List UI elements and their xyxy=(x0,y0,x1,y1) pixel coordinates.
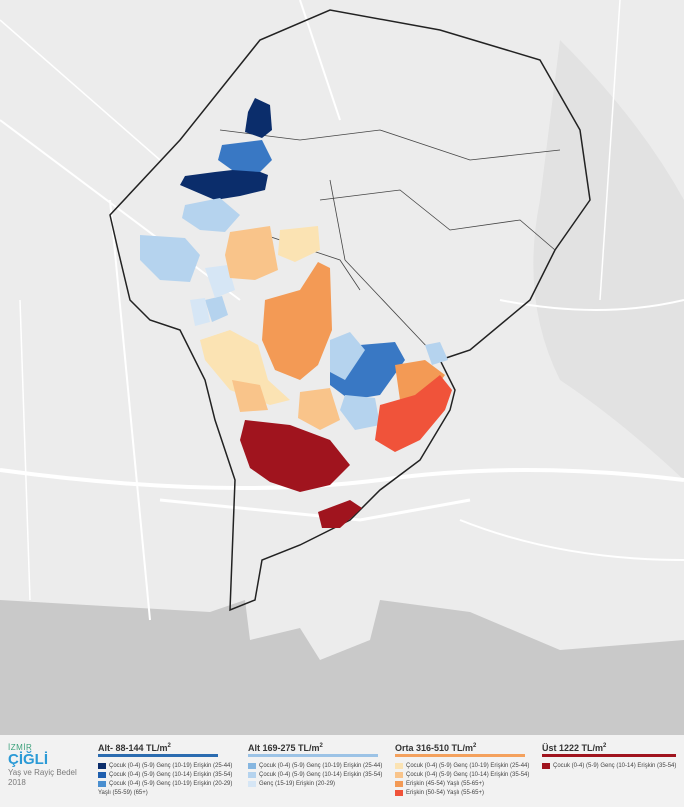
legend-text: Çocuk (0-4) (5-9) Genç (10-19) Erişkin (… xyxy=(406,762,530,769)
legend-bar xyxy=(248,754,378,757)
legend-item: Çocuk (0-4) (5-9) Genç (10-19) Erişkin (… xyxy=(248,761,382,770)
legend-bar xyxy=(395,754,525,757)
legend-text: Çocuk (0-4) (5-9) Genç (10-14) Erişkin (… xyxy=(553,762,677,769)
legend-item: Erişkin (45-54) Yaşlı (55-65+) xyxy=(395,779,525,788)
legend-title-sup: 2 xyxy=(603,743,607,749)
legend-swatch xyxy=(98,762,106,769)
legend-bar xyxy=(98,754,218,757)
legend-text: Çocuk (0-4) (5-9) Genç (10-19) Erişkin (… xyxy=(109,762,233,769)
legend-title-sup: 2 xyxy=(167,743,171,749)
legend-title: Alt- 88-144 TL/m xyxy=(98,743,168,753)
brand-year: 2018 xyxy=(8,778,26,787)
legend-title: Orta 316-510 TL/m xyxy=(395,743,474,753)
legend-item: Çocuk (0-4) (5-9) Genç (10-14) Erişkin (… xyxy=(248,770,382,779)
legend-swatch xyxy=(248,780,256,787)
legend-title-sup: 2 xyxy=(473,743,477,749)
legend-swatch xyxy=(248,762,256,769)
legend-swatch xyxy=(395,789,403,796)
legend-group-alt-169-275: Alt 169-275 TL/m2 Çocuk (0-4) (5-9) Genç… xyxy=(248,743,382,788)
legend-group-ust-1222: Üst 1222 TL/m2 Çocuk (0-4) (5-9) Genç (1… xyxy=(542,743,676,770)
legend-item: Yaşlı (55-59) (65+) xyxy=(98,788,218,797)
district-boundary xyxy=(109,9,591,612)
map-legend: İZMİR ÇİĞLİ Yaş ve Rayiç Bedel 2018 Alt-… xyxy=(0,735,684,807)
legend-text: Erişkin (45-54) Yaşlı (55-65+) xyxy=(406,780,484,787)
brand-subtitle: Yaş ve Rayiç Bedel xyxy=(8,768,77,777)
legend-swatch xyxy=(395,780,403,787)
zone-alt-169-275[interactable] xyxy=(140,198,448,430)
legend-item: Genç (15-19) Erişkin (20-29) xyxy=(248,779,378,788)
zone-alt-88-144-dark[interactable] xyxy=(180,98,272,200)
legend-group-orta-316-510: Orta 316-510 TL/m2 Çocuk (0-4) (5-9) Gen… xyxy=(395,743,529,797)
zone-orta-316-510-pale[interactable] xyxy=(200,226,320,405)
legend-text: Yaşlı (55-59) (65+) xyxy=(98,789,148,796)
zone-orta-316-510-light[interactable] xyxy=(225,226,340,430)
legend-text: Genç (15-19) Erişkin (20-29) xyxy=(259,780,336,787)
legend-item: Çocuk (0-4) (5-9) Genç (10-19) Erişkin (… xyxy=(98,779,232,788)
sea xyxy=(0,600,684,735)
legend-item: Çocuk (0-4) (5-9) Genç (10-14) Erişkin (… xyxy=(395,770,529,779)
legend-swatch xyxy=(248,771,256,778)
zone-ust-1222[interactable] xyxy=(240,420,362,528)
legend-bar xyxy=(542,754,676,757)
road-network xyxy=(0,0,684,621)
brand-block: İZMİR ÇİĞLİ Yaş ve Rayiç Bedel 2018 xyxy=(8,743,77,788)
legend-text: Çocuk (0-4) (5-9) Genç (10-19) Erişkin (… xyxy=(259,762,383,769)
brand-city: İZMİR xyxy=(8,743,33,752)
legend-swatch xyxy=(395,771,403,778)
legend-text: Çocuk (0-4) (5-9) Genç (10-19) Erişkin (… xyxy=(109,780,233,787)
legend-swatch xyxy=(542,762,550,769)
hill-shading xyxy=(533,40,684,480)
legend-title: Üst 1222 TL/m xyxy=(542,743,604,753)
legend-text: Çocuk (0-4) (5-9) Genç (10-14) Erişkin (… xyxy=(109,771,233,778)
legend-text: Çocuk (0-4) (5-9) Genç (10-14) Erişkin (… xyxy=(406,771,530,778)
zone-alt-169-275-light[interactable] xyxy=(190,265,235,326)
legend-group-alt-88-144: Alt- 88-144 TL/m2 Çocuk (0-4) (5-9) Genç… xyxy=(98,743,232,797)
legend-text: Erişkin (50-54) Yaşlı (55-65+) xyxy=(406,789,484,796)
brand-district: ÇİĞLİ xyxy=(8,751,48,768)
legend-swatch xyxy=(98,780,106,787)
legend-title: Alt 169-275 TL/m xyxy=(248,743,320,753)
legend-item: Çocuk (0-4) (5-9) Genç (10-14) Erişkin (… xyxy=(98,770,232,779)
district-map[interactable] xyxy=(0,0,684,735)
legend-item: Çocuk (0-4) (5-9) Genç (10-19) Erişkin (… xyxy=(98,761,232,770)
legend-swatch xyxy=(395,762,403,769)
legend-text: Çocuk (0-4) (5-9) Genç (10-14) Erişkin (… xyxy=(259,771,383,778)
legend-item: Çocuk (0-4) (5-9) Genç (10-14) Erişkin (… xyxy=(542,761,676,770)
legend-item: Erişkin (50-54) Yaşlı (55-65+) xyxy=(395,788,525,797)
zone-orta-316-510-red[interactable] xyxy=(375,375,452,452)
legend-swatch xyxy=(98,771,106,778)
legend-title-sup: 2 xyxy=(319,743,323,749)
legend-item: Çocuk (0-4) (5-9) Genç (10-19) Erişkin (… xyxy=(395,761,529,770)
